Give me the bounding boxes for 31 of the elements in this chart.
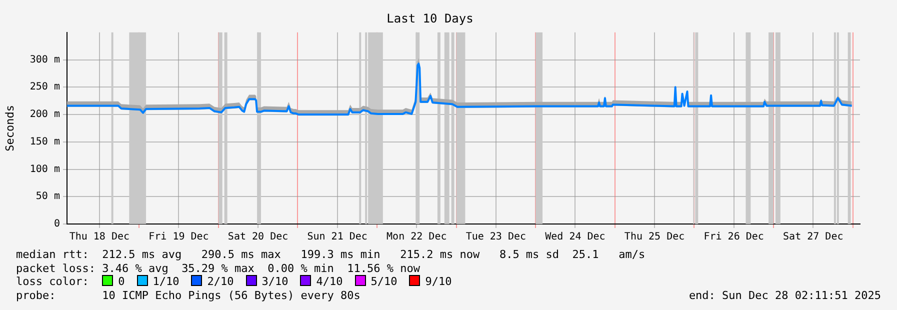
legend-label: 4/10 [316,275,343,288]
x-tick-label: Thu 25 Dec [624,232,685,243]
y-axis-title: Seconds [3,105,16,152]
y-tick-label: 0 [54,218,60,230]
legend-label: 2/10 [207,275,234,288]
text: probe: 10 ICMP Echo Pings (56 Bytes) every 80s [16,289,360,302]
y-tick-label: 250 m [30,82,60,93]
x-tick-label: Sat 20 Dec [228,232,288,243]
y-tick-label: 150 m [30,136,60,148]
x-tick-label: Sun 21 Dec [307,232,368,243]
x-tick-label: Mon 22 Dec [386,232,447,243]
x-tick-label: Sat 27 Dec [783,232,844,243]
legend-label: 3/10 [262,275,288,288]
x-tick-label: Thu 18 Dec [69,232,130,243]
text: packet loss: 3.46 % avg 35.29 % max 0.00 % min 11.56 % now [16,262,420,275]
legend-label: 0 [118,275,125,288]
y-tick-label: 50 m [36,191,60,202]
text: end: Sun Dec 28 02:11:51 2025 [688,289,881,302]
y-tick-label: 200 m [30,109,60,120]
x-tick-label: Fri 19 Dec [148,232,209,243]
text: median rtt: 212.5 ms avg 290.5 ms max 199.3 ms min 215.2 ms now 8.5 ms sd 25.1 am/s [16,248,646,261]
y-tick-label: 100 m [30,164,60,175]
x-tick-label: Tue 23 Dec [466,232,526,243]
legend-label: 9/10 [425,275,452,288]
y-tick-label: 300 m [30,54,60,66]
x-tick-label: Wed 24 Dec [545,232,606,243]
legend-title: loss color: [16,275,90,288]
chart-title: Last 10 Days [386,11,474,26]
legend-label: 1/10 [152,275,180,288]
legend-label: 5/10 [370,275,398,288]
x-tick-label: Fri 26 Dec [704,232,764,243]
